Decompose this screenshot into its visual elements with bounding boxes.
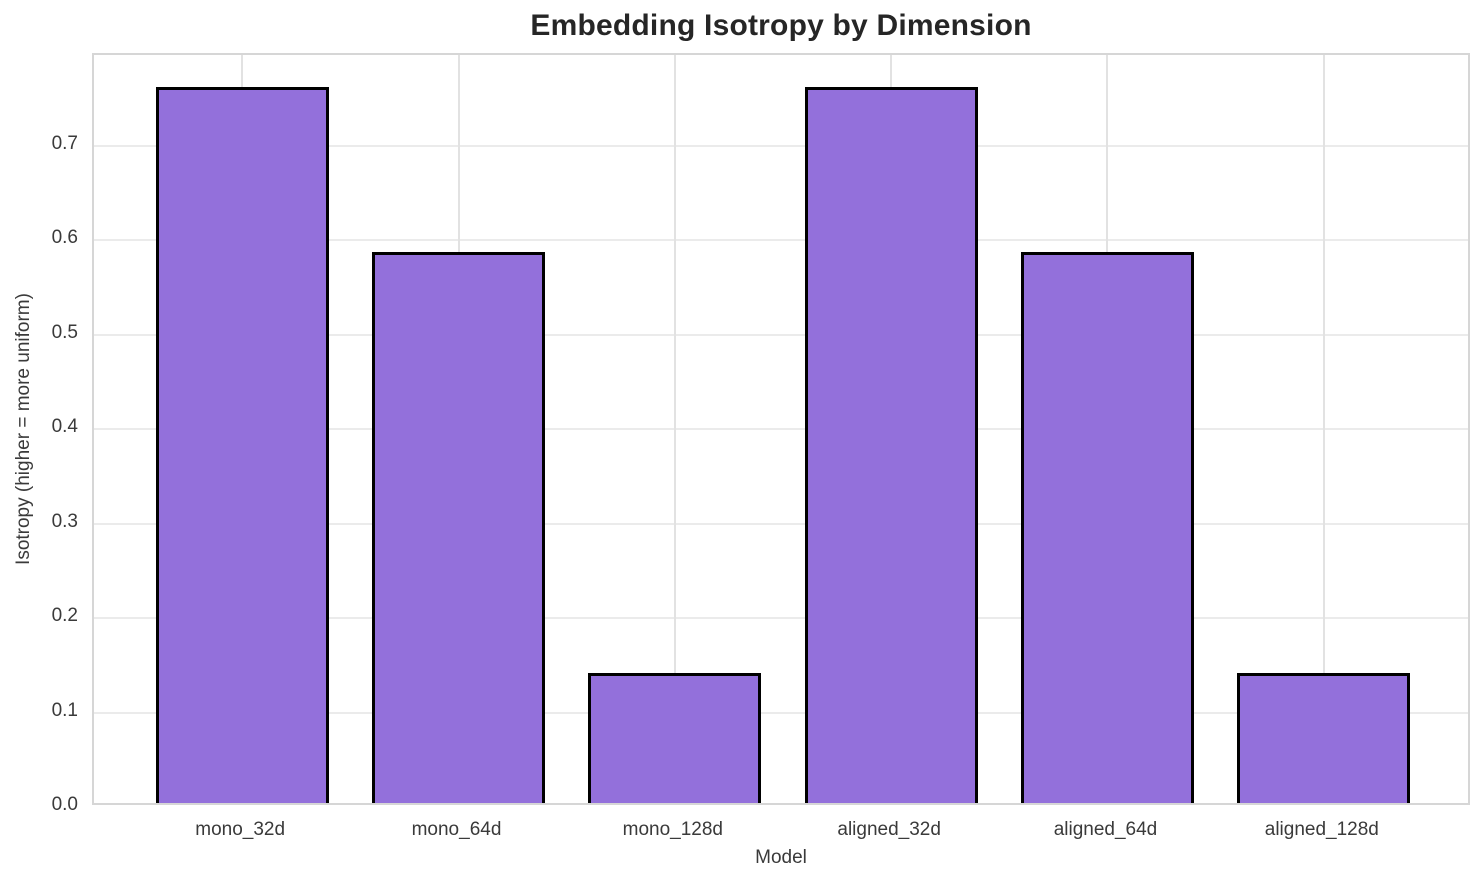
y-tick-label-0.7: 0.7	[51, 132, 78, 154]
y-tick-label-0.0: 0.0	[51, 794, 78, 815]
h-gridline-0.2	[94, 617, 1468, 620]
v-gridline-mono_128d	[673, 55, 676, 803]
bar-aligned_32d	[804, 86, 978, 803]
y-tick-label-0.6: 0.6	[51, 227, 78, 249]
h-gridline-0.3	[94, 522, 1468, 525]
bar-mono_128d	[588, 672, 762, 803]
x-tick-label-aligned_32d: aligned_32d	[837, 819, 941, 840]
x-tick-label-mono_32d: mono_32d	[195, 819, 286, 840]
x-tick-label-aligned_128d: aligned_128d	[1264, 819, 1379, 840]
x-tick-label-aligned_64d: aligned_64d	[1053, 819, 1158, 840]
y-tick-label-0.2: 0.2	[51, 605, 78, 627]
x-tick-label-mono_128d: mono_128d	[622, 819, 724, 840]
y-tick-label-0.3: 0.3	[51, 510, 78, 532]
h-gridline-0.6	[94, 239, 1468, 242]
h-gridline-0.5	[94, 333, 1468, 336]
y-tick-label-0.1: 0.1	[51, 699, 78, 721]
x-tick-label-mono_64d: mono_64d	[411, 819, 502, 840]
bar-aligned_64d	[1020, 252, 1194, 803]
plot-area	[92, 53, 1470, 805]
bar-mono_64d	[371, 252, 546, 803]
x-axis-label: Model	[755, 847, 807, 868]
h-gridline-0.7	[94, 144, 1468, 147]
bar-mono_32d	[155, 86, 329, 803]
y-tick-label-0.5: 0.5	[51, 321, 78, 343]
bar-aligned_128d	[1237, 672, 1411, 803]
v-gridline-aligned_128d	[1322, 55, 1325, 803]
h-gridline-0.4	[94, 428, 1468, 431]
y-tick-label-0.4: 0.4	[51, 416, 78, 438]
h-gridline-0.1	[94, 711, 1468, 714]
chart-title: Embedding Isotropy by Dimension	[530, 9, 1032, 42]
